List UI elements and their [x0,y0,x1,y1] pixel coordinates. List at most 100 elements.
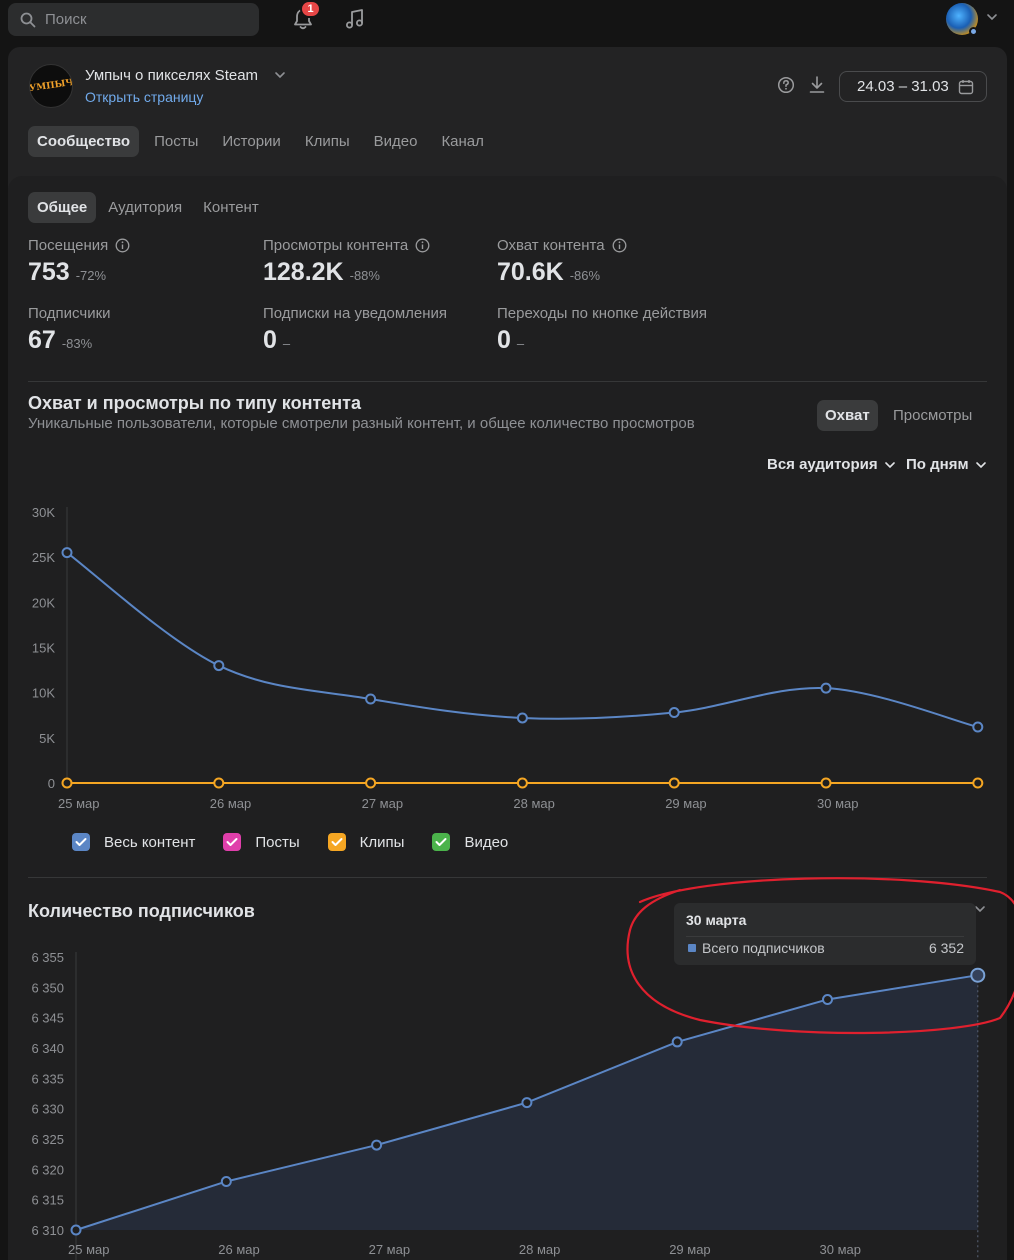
reach-section-subtitle: Уникальные пользователи, которые смотрел… [28,415,695,432]
info-icon[interactable] [415,238,430,253]
x-tick-label: 26 мар [218,1242,259,1257]
x-tick-label: 30 мар [817,796,858,811]
open-page-link[interactable]: Открыть страницу [85,89,204,105]
y-tick-label: 0 [48,776,55,791]
chevron-down-icon [884,461,895,468]
toggle-views[interactable]: Просмотры [893,407,973,424]
tab-clips[interactable]: Клипы [304,133,350,150]
tooltip-series-name: Всего подписчиков [702,940,825,956]
tab-posts[interactable]: Посты [154,133,199,150]
legend-item-all-content[interactable]: Весь контент [72,833,195,851]
data-point[interactable] [365,693,377,705]
y-tick-label: 10K [32,686,55,701]
tab-stories[interactable]: Истории [222,133,281,150]
chart-tooltip: 30 марта Всего подписчиков 6 352 [674,903,976,965]
data-point[interactable] [213,660,225,672]
legend-item-clips[interactable]: Клипы [327,833,404,851]
data-point[interactable] [668,777,680,789]
data-point[interactable] [516,712,528,724]
chevron-down-icon[interactable] [274,71,286,79]
y-tick-label: 6 340 [31,1041,64,1056]
data-point[interactable] [61,777,73,789]
stat-value: 70.6K [497,258,564,286]
period-filter-dropdown[interactable]: По дням [906,456,987,473]
stat-value: 67 [28,326,56,354]
data-point[interactable] [972,777,984,789]
legend-item-video[interactable]: Видео [432,833,508,851]
info-icon[interactable] [612,238,627,253]
date-range-button[interactable]: 24.03 – 31.03 [839,71,987,102]
stat-value: 128.2K [263,258,344,286]
tab-community[interactable]: Сообщество [28,126,140,157]
search-box[interactable] [8,3,259,36]
x-tick-label: 25 мар [68,1242,109,1257]
stat-content-views: Просмотры контента 128.2K -88% [263,237,430,287]
y-tick-label: 25K [32,550,55,565]
y-tick-label: 6 335 [31,1071,64,1086]
y-tick-label: 5K [39,731,55,746]
divider [28,877,987,878]
stat-delta: – [516,336,525,351]
y-tick-label: 6 315 [31,1193,64,1208]
audience-filter-dropdown[interactable]: Вся аудитория [767,456,896,473]
data-point[interactable] [516,777,528,789]
data-point[interactable] [822,993,833,1005]
tab-content[interactable]: Контент [203,199,259,216]
y-tick-label: 6 310 [31,1223,64,1238]
community-name[interactable]: Умпыч о пикселях Steam [85,67,259,84]
data-point[interactable] [668,707,680,719]
chevron-down-icon[interactable] [986,13,998,21]
subscribers-area-chart: 6 310 6 315 6 320 6 325 6 330 6 335 6 340 6 345… [31,950,986,1260]
checkbox-checked-icon [327,833,346,851]
data-point[interactable] [220,1175,232,1187]
download-icon[interactable] [808,75,826,95]
sub-tabs: Общее Аудитория Контент [28,192,271,223]
info-icon[interactable] [115,238,130,253]
music-icon[interactable] [342,6,368,32]
x-tick-label: 28 мар [513,796,554,811]
y-tick-label: 6 355 [31,950,64,965]
data-point[interactable] [820,682,832,694]
data-point[interactable] [820,777,832,789]
data-point[interactable] [521,1097,533,1109]
tooltip-date: 30 марта [686,912,747,928]
x-tick-label: 25 мар [58,796,99,811]
checkbox-checked-icon [223,833,242,851]
data-point[interactable] [61,547,73,559]
calendar-icon [958,80,974,95]
search-icon [20,12,36,27]
data-point[interactable] [972,721,984,733]
data-point[interactable] [365,777,377,789]
audience-filter-label: Вся аудитория [767,456,878,473]
toggle-reach[interactable]: Охват [817,400,878,431]
stat-delta: -83% [61,336,93,351]
community-logo[interactable]: УМПЫЧ [29,64,73,108]
x-tick-label: 26 мар [210,796,251,811]
tab-channel[interactable]: Канал [441,133,484,150]
search-input[interactable] [45,11,245,28]
data-point[interactable] [70,1224,82,1236]
y-tick-label: 30K [32,505,55,520]
tooltip-value: 6 352 [928,940,964,956]
data-point[interactable] [213,777,225,789]
data-point[interactable] [671,1036,683,1048]
stat-value: 0 [497,326,511,354]
tab-audience[interactable]: Аудитория [108,199,183,216]
help-icon[interactable] [777,76,795,94]
highlighted-data-point[interactable] [970,967,986,983]
notification-badge: 1 [300,0,321,18]
legend-item-posts[interactable]: Посты [223,833,300,851]
reach-section-title: Охват и просмотры по типу контента [28,393,361,413]
chevron-down-icon [975,461,986,468]
tab-video[interactable]: Видео [373,133,418,150]
stat-label: Подписчики [28,305,111,322]
stat-notification-subs: Подписки на уведомления 0– [263,305,447,355]
checkbox-checked-icon [432,833,451,851]
stat-label: Просмотры контента [263,237,409,254]
stat-action-button-clicks: Переходы по кнопке действия 0– [497,305,707,355]
tab-general[interactable]: Общее [28,192,97,223]
data-point[interactable] [371,1139,383,1151]
main-tabs: Сообщество Посты Истории Клипы Видео Кан… [28,126,499,157]
stat-visits: Посещения 753 -72% [28,237,130,287]
x-tick-label: 28 мар [519,1242,560,1257]
